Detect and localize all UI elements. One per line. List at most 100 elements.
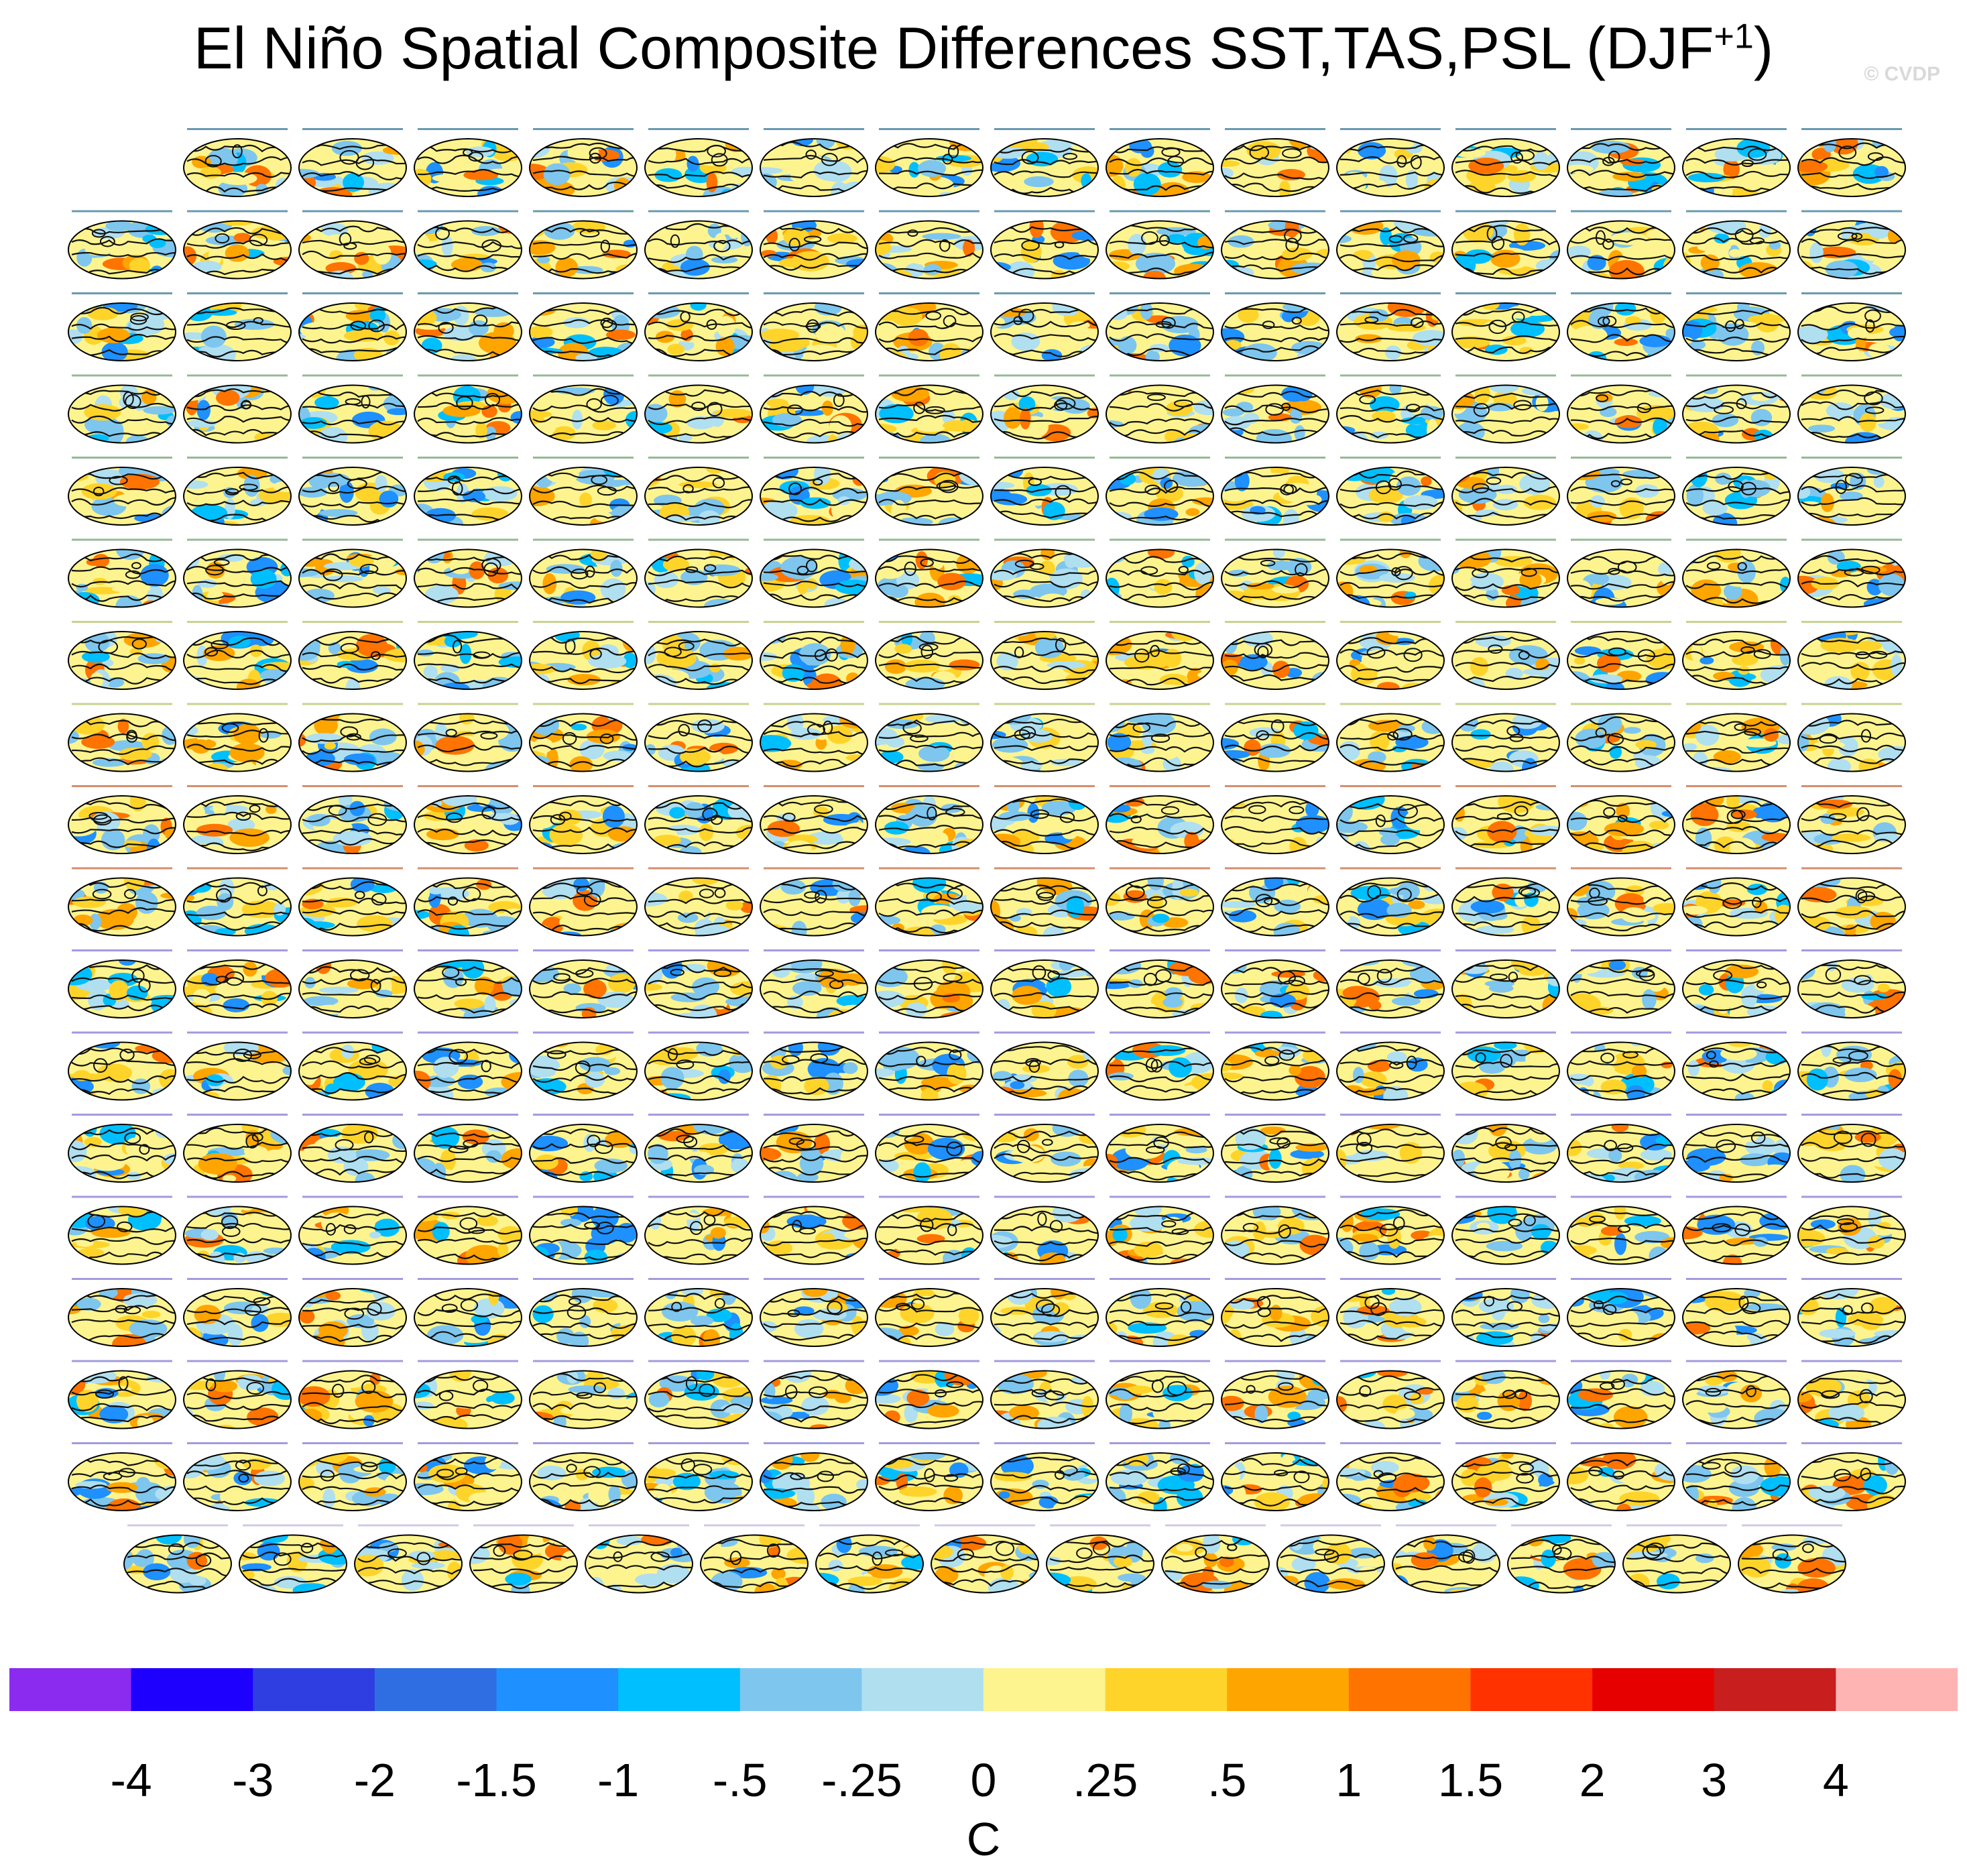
map-panel [990,538,1099,608]
map-panel [700,1524,809,1594]
map-panel [1221,1278,1329,1347]
map-panel [1221,785,1329,854]
map-panel [1336,867,1445,937]
colorbar-tick-label: 1.5 [1437,1754,1504,1806]
panel-grid [68,128,1906,1594]
map-panel [1682,867,1791,937]
colorbar-segment [1105,1668,1228,1711]
colorbar-tick-label: 3 [1701,1754,1728,1806]
map-panel [1336,374,1445,444]
map-panel [990,1278,1099,1347]
map-panel [183,128,292,197]
map-panel [760,128,868,197]
colorbar-segment [1470,1668,1593,1711]
map-panel [644,374,753,444]
map-panel [990,128,1099,197]
map-panel [1451,1360,1560,1429]
map-panel [990,457,1099,526]
map-panel [1221,457,1329,526]
map-panel [875,1031,984,1101]
map-panel [298,867,407,937]
colorbar-tick-label: 0 [970,1754,997,1806]
map-panel [644,128,753,197]
map-panel [354,1524,463,1594]
map-panel [68,1278,176,1347]
map-panel [298,1360,407,1429]
map-panel [414,128,522,197]
colorbar-segment [1714,1668,1836,1711]
colorbar-segment [496,1668,619,1711]
map-panel [760,621,868,690]
map-panel [183,703,292,772]
map-panel [1682,210,1791,280]
map-panel [760,374,868,444]
map-panel [1567,1442,1675,1511]
colorbar-tick-label: 4 [1822,1754,1849,1806]
map-panel [298,1195,407,1265]
map-panel [760,210,868,280]
colorbar-segment [1227,1668,1350,1711]
cvdp-watermark: © CVDP [1864,63,1940,85]
map-panel [529,1278,638,1347]
map-panel [1221,1114,1329,1183]
colorbar-segment [374,1668,497,1711]
map-panel [529,785,638,854]
map-panel [760,538,868,608]
colorbar-segment [1348,1668,1471,1711]
map-panel [183,210,292,280]
map-panel [760,1195,868,1265]
colorbar [9,1668,1958,1711]
colorbar-tick-label: -.5 [712,1754,768,1806]
map-panel [183,1442,292,1511]
map-panel [760,1442,868,1511]
map-panel [1336,1360,1445,1429]
map-panel [1451,785,1560,854]
map-panel [298,457,407,526]
map-panel [875,457,984,526]
colorbar-segment [131,1668,253,1711]
colorbar-tick-label: 2 [1579,1754,1606,1806]
map-panel [1567,538,1675,608]
map-panel [1797,1195,1906,1265]
map-panel [298,1114,407,1183]
map-panel [298,292,407,361]
map-panel [529,457,638,526]
map-panel [68,292,176,361]
map-panel [414,867,522,937]
map-panel [1106,128,1214,197]
map-panel [414,1360,522,1429]
map-panel [68,867,176,937]
map-panel [1451,1442,1560,1511]
map-panel [1106,785,1214,854]
map-panel [469,1524,578,1594]
map-panel [68,621,176,690]
colorbar-segment [618,1668,741,1711]
colorbar-segment [739,1668,862,1711]
map-panel [875,1442,984,1511]
map-panel [1797,292,1906,361]
map-panel [875,292,984,361]
map-panel [1392,1524,1500,1594]
map-panel [815,1524,924,1594]
map-panel [1106,1031,1214,1101]
map-panel [414,949,522,1018]
map-panel [183,785,292,854]
colorbar-tick-label: -.25 [821,1754,902,1806]
map-panel [183,621,292,690]
colorbar-tick-label: -2 [353,1754,396,1806]
map-panel [1682,128,1791,197]
map-panel [1221,292,1329,361]
map-panel [1567,867,1675,937]
colorbar-tick-label: .5 [1207,1754,1247,1806]
map-panel [1336,292,1445,361]
map-panel [183,1031,292,1101]
map-panel [1567,128,1675,197]
map-panel [1106,1442,1214,1511]
map-panel [68,374,176,444]
map-panel [1451,210,1560,280]
map-panel [68,1114,176,1183]
map-panel [1738,1524,1846,1594]
map-panel [1797,374,1906,444]
colorbar-segment [1592,1668,1715,1711]
map-panel [875,538,984,608]
